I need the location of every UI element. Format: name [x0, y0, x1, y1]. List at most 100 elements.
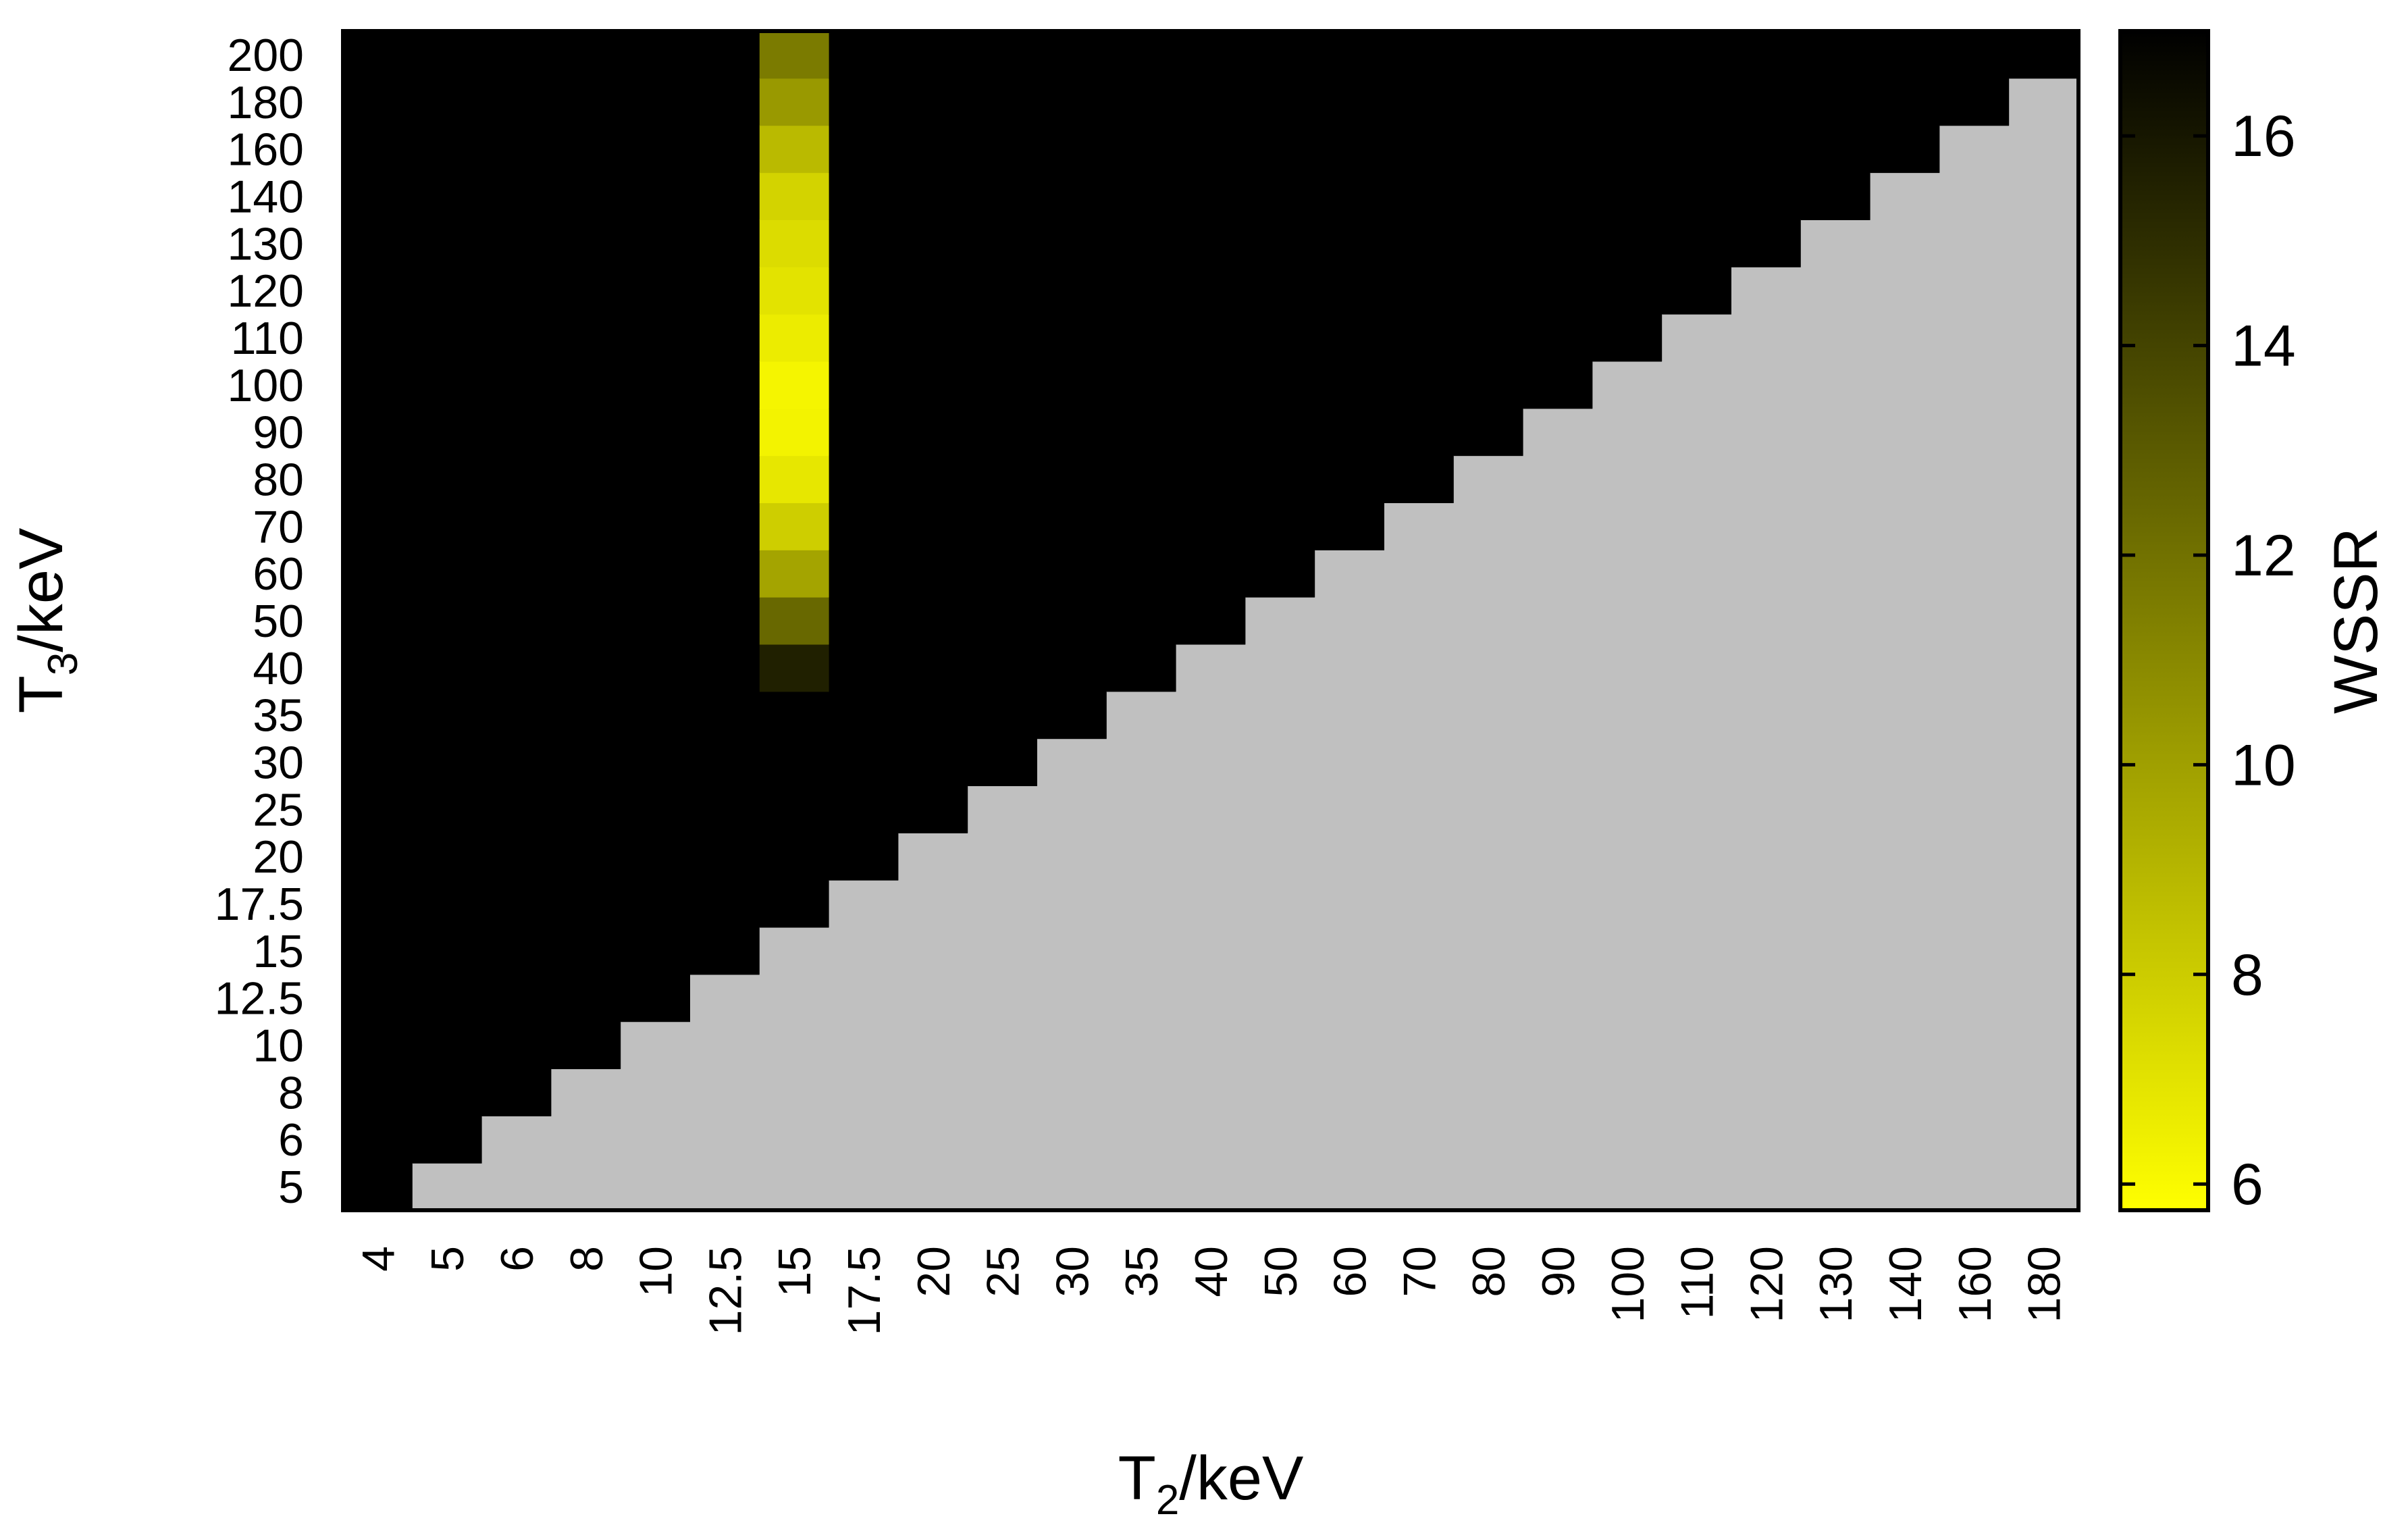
heatmap-cell — [1106, 455, 1177, 503]
heatmap-cell — [1939, 738, 2010, 787]
heatmap-cell — [1384, 31, 1455, 79]
heatmap-cell — [1384, 172, 1455, 220]
heatmap-cell — [1870, 1163, 1940, 1211]
heatmap-cell — [1662, 502, 1732, 550]
heatmap-cell — [1523, 219, 1593, 267]
heatmap-cell — [829, 880, 899, 928]
heatmap-cell — [343, 1068, 413, 1116]
heatmap-cell — [1106, 974, 1177, 1022]
y-axis-title-main: T — [7, 675, 76, 713]
heatmap-cell — [1870, 31, 1940, 79]
heatmap-cell — [968, 738, 1038, 787]
heatmap-cell — [1315, 172, 1385, 220]
heatmap-cell — [1106, 31, 1177, 79]
heatmap-cell — [481, 738, 552, 787]
colorbar-tick-label: 10 — [2231, 733, 2296, 798]
heatmap-cell — [1870, 644, 1940, 692]
heatmap-cell — [968, 267, 1038, 315]
heatmap-cell — [1315, 78, 1385, 126]
heatmap-cell — [343, 314, 413, 362]
heatmap-cell — [1315, 833, 1385, 881]
heatmap-cell — [551, 125, 621, 174]
heatmap-cell — [621, 125, 691, 174]
y-tick-label: 130 — [228, 218, 304, 269]
heatmap-cell — [551, 172, 621, 220]
heatmap-cell — [1176, 1068, 1246, 1116]
heatmap-cell — [1037, 550, 1107, 598]
heatmap-cell — [2009, 691, 2079, 740]
heatmap-cell — [1523, 31, 1593, 79]
heatmap-cell — [2009, 785, 2079, 833]
heatmap-cell — [1176, 785, 1246, 833]
heatmap-cell — [1384, 785, 1455, 833]
heatmap-cell — [412, 927, 483, 975]
x-tick-label: 15 — [769, 1246, 820, 1297]
heatmap-cell — [1870, 691, 1940, 740]
heatmap-cell — [1453, 455, 1524, 503]
colorbar — [2118, 29, 2210, 1212]
y-tick-label: 120 — [228, 265, 304, 317]
heatmap-cell — [2009, 219, 2079, 267]
heatmap-cell — [1245, 219, 1315, 267]
heatmap-cell — [1176, 502, 1246, 550]
colorbar-ticks: 6 8 10 12 14 16 — [2120, 104, 2296, 1217]
heatmap-cell — [1592, 644, 1663, 692]
heatmap-cell — [481, 880, 552, 928]
y-tick-label: 12.5 — [215, 973, 304, 1025]
heatmap-cell — [1245, 1068, 1315, 1116]
heatmap-cell — [1176, 31, 1246, 79]
heatmap-cell — [1245, 550, 1315, 598]
heatmap-cell — [1037, 314, 1107, 362]
heatmap-cell — [1245, 314, 1315, 362]
heatmap-cell — [898, 738, 968, 787]
heatmap-cell — [1800, 78, 1871, 126]
heatmap-cell — [1523, 361, 1593, 409]
y-tick-label: 10 — [253, 1020, 304, 1072]
heatmap-cell — [1870, 1116, 1940, 1164]
heatmap-cell — [829, 267, 899, 315]
heatmap-cell — [898, 880, 968, 928]
y-axis-title-sub: 3 — [40, 652, 86, 675]
heatmap-cell — [481, 502, 552, 550]
y-tick-label: 100 — [228, 360, 304, 411]
heatmap-cell — [1731, 974, 1802, 1022]
heatmap-cell — [1453, 267, 1524, 315]
heatmap-cell — [690, 314, 760, 362]
heatmap-cell — [968, 1068, 1038, 1116]
heatmap-cell — [1731, 267, 1802, 315]
heatmap-cell — [2009, 1021, 2079, 1070]
heatmap-cell — [481, 125, 552, 174]
heatmap-cell — [829, 314, 899, 362]
heatmap-cell — [1592, 1163, 1663, 1211]
heatmap-cell — [1315, 219, 1385, 267]
heatmap-cell — [1037, 78, 1107, 126]
heatmap-cell — [1592, 597, 1663, 645]
heatmap-cell — [1037, 785, 1107, 833]
heatmap-cell — [1800, 927, 1871, 975]
heatmap-cell — [968, 361, 1038, 409]
heatmap-cell — [690, 880, 760, 928]
heatmap-cell — [621, 172, 691, 220]
heatmap-cell — [2009, 314, 2079, 362]
heatmap-cell — [1592, 78, 1663, 126]
heatmap-cell — [968, 408, 1038, 457]
heatmap-cell — [551, 267, 621, 315]
heatmap-cell — [412, 1021, 483, 1070]
heatmap-cell — [1939, 785, 2010, 833]
heatmap-cell — [829, 644, 899, 692]
heatmap-cell — [1870, 361, 1940, 409]
heatmap-cell — [1592, 314, 1663, 362]
heatmap-cell — [1384, 1116, 1455, 1164]
heatmap-cell — [1315, 1163, 1385, 1211]
heatmap-cell — [1592, 974, 1663, 1022]
heatmap-cell — [1037, 597, 1107, 645]
heatmap-cell — [690, 31, 760, 79]
heatmap-cell — [621, 974, 691, 1022]
heatmap-cell — [1939, 408, 2010, 457]
heatmap-cell — [1384, 408, 1455, 457]
heatmap-cell — [1523, 314, 1593, 362]
heatmap-cell — [1662, 408, 1732, 457]
heatmap-cell — [968, 502, 1038, 550]
heatmap-cell — [1592, 455, 1663, 503]
heatmap-cell — [1245, 78, 1315, 126]
